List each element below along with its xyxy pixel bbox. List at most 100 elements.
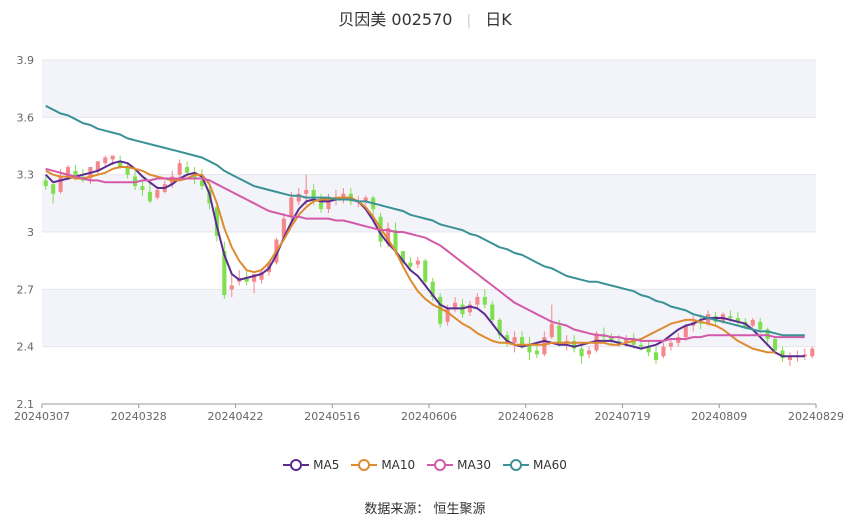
candle-body: [147, 191, 152, 202]
candle-body: [296, 193, 301, 202]
candle-body: [490, 304, 495, 320]
candle-body: [400, 251, 405, 263]
candle-body: [110, 155, 115, 160]
candle-body: [319, 199, 324, 210]
legend-label: MA30: [457, 458, 492, 472]
candle-body: [415, 260, 420, 265]
candle-body: [51, 184, 56, 194]
candle-body: [73, 170, 78, 177]
candle-body: [222, 251, 227, 296]
y-tick-label: 3.6: [17, 111, 35, 124]
legend-item-ma5[interactable]: MA5: [283, 458, 339, 472]
x-tick-label: 20240719: [595, 410, 651, 423]
candle-body: [453, 302, 458, 309]
candle-body: [140, 186, 145, 190]
legend-item-ma30[interactable]: MA30: [427, 458, 491, 472]
candle-body: [624, 339, 629, 343]
candle-body: [341, 193, 346, 198]
grid-band: [42, 174, 816, 232]
candle-body: [66, 167, 71, 177]
candle-body: [639, 344, 644, 347]
candle-body: [363, 197, 368, 202]
grid-band: [42, 60, 816, 118]
candle-body: [311, 189, 316, 198]
candle-body: [527, 344, 532, 353]
candle-body: [95, 161, 100, 171]
candle-body: [177, 163, 182, 175]
x-tick-label: 20240328: [111, 410, 167, 423]
candle-body: [467, 304, 472, 313]
y-tick-label: 2.1: [17, 398, 35, 411]
legend-label: MA5: [313, 458, 340, 472]
candle-body: [728, 316, 733, 318]
candle-body: [609, 337, 614, 341]
y-tick-label: 3: [27, 226, 34, 239]
legend-marker-icon: [503, 459, 530, 471]
legend-marker-icon: [283, 459, 310, 471]
candle-body: [393, 230, 398, 252]
candle-body: [386, 228, 391, 244]
candle-body: [445, 308, 450, 322]
candle-body: [534, 350, 539, 355]
ma5-line: [44, 160, 805, 358]
period-label: 日K: [485, 10, 512, 29]
y-tick-label: 3.9: [17, 54, 35, 67]
candle-body: [512, 337, 517, 343]
legend-marker-icon: [351, 459, 378, 471]
candle-body: [683, 325, 688, 338]
candle-body: [579, 348, 584, 357]
candle-body: [802, 354, 807, 357]
candle-body: [773, 339, 778, 351]
candle-body: [653, 352, 659, 361]
candle-body: [497, 319, 502, 336]
candle-body: [482, 296, 487, 305]
candle-body: [810, 348, 815, 357]
candle-body: [259, 272, 264, 280]
candle-body: [423, 260, 428, 282]
candle-body: [549, 323, 554, 338]
ma30-line: [45, 167, 805, 342]
candle-body: [475, 296, 480, 305]
candle-body: [668, 342, 673, 347]
candle-body: [155, 189, 160, 198]
candle-body: [244, 277, 249, 282]
x-tick-label: 20240809: [691, 410, 747, 423]
candle-body: [505, 335, 510, 343]
chart-title: 贝因美 002570 | 日K: [0, 6, 850, 30]
candle-body: [118, 161, 123, 168]
candle-body: [58, 176, 63, 192]
candle-body: [408, 262, 413, 267]
candle-body: [199, 180, 205, 187]
candle-body: [43, 180, 48, 187]
ma60-line: [45, 105, 805, 337]
candle-body: [289, 197, 294, 217]
x-tick-label: 20240829: [788, 410, 844, 423]
candle-body: [750, 319, 755, 326]
legend: MA5 MA10 MA30 MA60: [0, 458, 850, 475]
candle-body: [586, 350, 592, 355]
x-tick-label: 20240422: [208, 410, 264, 423]
y-tick-label: 3.3: [17, 169, 35, 182]
candle-body: [185, 167, 190, 173]
candle-body: [519, 337, 525, 345]
stock-name: 贝因美 002570: [338, 10, 453, 29]
candle-body: [572, 340, 577, 349]
candle-body: [661, 346, 666, 357]
title-separator: |: [466, 13, 472, 29]
candle-body: [758, 321, 763, 330]
data-source: 数据来源： 恒生聚源: [364, 502, 486, 517]
legend-item-ma60[interactable]: MA60: [503, 458, 567, 472]
candle-body: [438, 296, 443, 324]
x-tick-label: 20240516: [304, 410, 360, 423]
grid-band: [42, 289, 816, 347]
candle-body: [252, 274, 257, 282]
legend-item-ma10[interactable]: MA10: [351, 458, 415, 472]
candle-body: [557, 325, 562, 343]
candle-body: [646, 346, 651, 353]
candle-body: [125, 167, 130, 175]
candle-body: [430, 281, 435, 297]
y-tick-label: 2.7: [17, 283, 35, 296]
x-tick-label: 20240628: [498, 410, 554, 423]
x-tick-label: 20240606: [401, 410, 457, 423]
candle-body: [281, 218, 286, 238]
